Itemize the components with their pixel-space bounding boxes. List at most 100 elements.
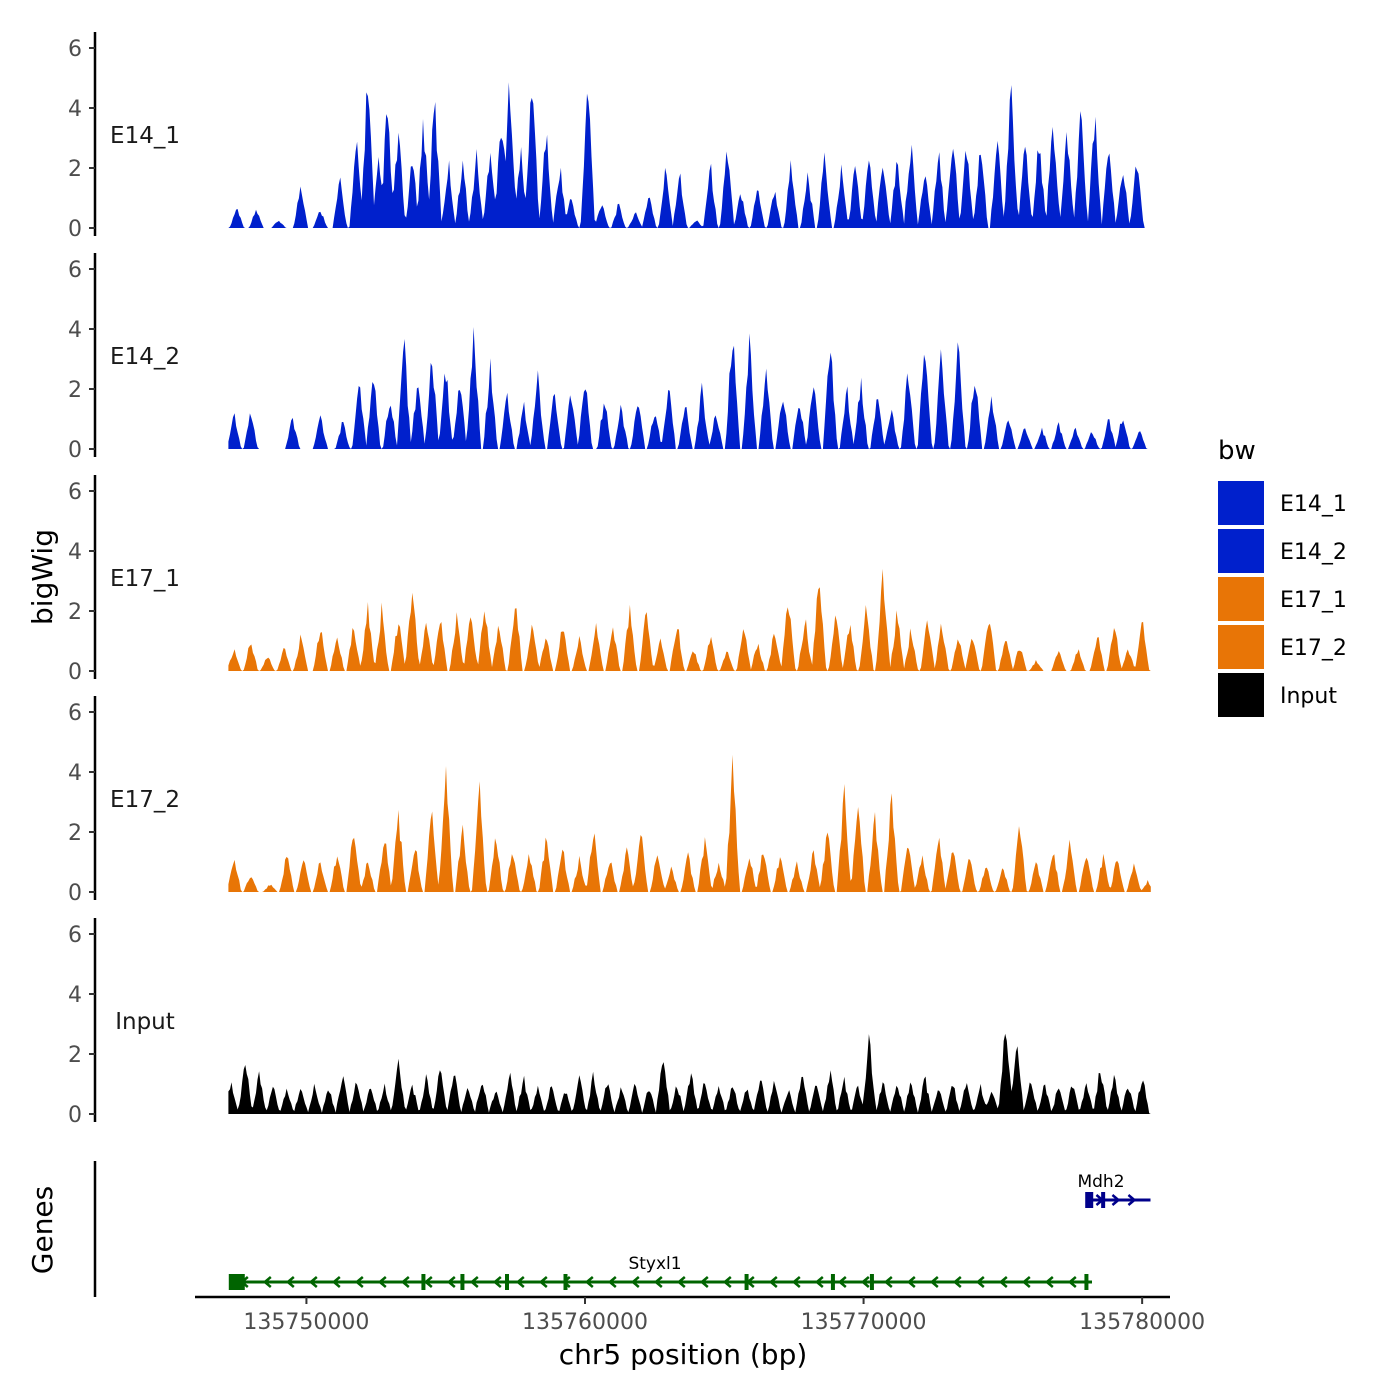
strand-arrow [423,1276,433,1288]
exon [830,1274,835,1290]
strand-arrow [354,1276,364,1288]
genes-axis-title: Genes [26,1186,59,1274]
strand-arrow [331,1276,341,1288]
legend-swatch [1218,625,1264,669]
strand-arrow [1111,1194,1121,1206]
gene-Styxl1: Styxl1 [228,1254,1092,1290]
strand-arrow [676,1276,686,1288]
coverage-area-E14_2 [228,327,1151,449]
strand-arrow [1044,1276,1054,1288]
y-tick-label: 4 [68,761,82,786]
y-tick-label: 6 [68,701,82,726]
legend-swatch [1218,577,1264,621]
exon [869,1274,874,1290]
strand-arrow [699,1276,709,1288]
legend-label: E17_1 [1280,588,1347,613]
legend-title: bw [1218,436,1256,466]
strand-arrow [883,1276,893,1288]
y-tick-label: 0 [68,881,82,906]
y-tick-label: 4 [68,983,82,1008]
genes-panel: Styxl1 Mdh2 [93,1161,1151,1297]
y-tick-label: 4 [68,540,82,565]
y-tick-label: 6 [68,480,82,505]
y-tick-label: 0 [68,438,82,463]
gene-Mdh2: Mdh2 [1077,1172,1151,1208]
exon [1085,1192,1094,1208]
y-tick-label: 4 [68,97,82,122]
y-axis-title: bigWig [26,529,59,625]
strand-arrow [791,1276,801,1288]
y-tick-label: 2 [68,1043,82,1068]
legend: bw E14_1 E14_2 E17_1 E17_2 Input [1218,436,1347,717]
y-tick-label: 2 [68,600,82,625]
gene-name-label: Mdh2 [1077,1172,1124,1192]
strand-arrow [975,1276,985,1288]
y-tick-label: 0 [68,660,82,685]
exon [563,1274,568,1290]
track-label: E17_2 [110,787,180,813]
y-tick-label: 6 [68,37,82,62]
strand-arrow [262,1276,272,1288]
strand-arrow [285,1276,295,1288]
exon [505,1274,509,1290]
coverage-area-Input [228,1033,1151,1114]
strand-arrow [837,1276,847,1288]
track-label: E14_1 [110,123,180,149]
track-E14_2: 0 2 4 6 E14_2 [68,253,1151,463]
strand-arrow [308,1276,318,1288]
y-tick-label: 0 [68,217,82,242]
exon [228,1274,245,1290]
strand-arrow [929,1276,939,1288]
x-tick-label: 135770000 [801,1310,927,1335]
strand-arrow [906,1276,916,1288]
x-tick-label: 135780000 [1079,1310,1205,1335]
strand-arrow [814,1276,824,1288]
coverage-area-E17_2 [228,754,1151,892]
legend-swatch [1218,481,1264,525]
track-label: E17_1 [110,566,180,592]
track-Input: 0 2 4 6 Input [68,918,1151,1128]
legend-label: E14_1 [1280,492,1347,517]
strand-arrow [400,1276,410,1288]
strand-arrow [998,1276,1008,1288]
y-tick-label: 6 [68,923,82,948]
legend-label: Input [1280,684,1337,709]
track-panels: 0 2 4 6 E14_1 0 2 4 6 E14_2 0 2 4 6 E17_1 0 2 4 6 E17_2 0 2 4 6… [68,32,1151,1128]
legend-swatch [1218,673,1264,717]
y-tick-label: 0 [68,1103,82,1128]
gene-name-label: Styxl1 [628,1254,681,1274]
strand-arrow [860,1276,870,1288]
strand-arrow [952,1276,962,1288]
coverage-area-E14_1 [228,82,1151,228]
y-tick-label: 2 [68,157,82,182]
x-tick-label: 135760000 [522,1310,648,1335]
legend-swatch [1218,529,1264,573]
strand-arrow [515,1276,525,1288]
track-label: Input [115,1009,175,1035]
strand-arrow [722,1276,732,1288]
legend-label: E14_2 [1280,540,1347,565]
track-E14_1: 0 2 4 6 E14_1 [68,32,1151,242]
strand-arrow [469,1276,479,1288]
y-tick-label: 2 [68,821,82,846]
x-axis: 135750000 135760000 135770000 135780000 [195,1295,1205,1335]
track-E17_1: 0 2 4 6 E17_1 [68,475,1151,685]
exon [744,1274,749,1290]
exon [421,1274,426,1290]
strand-arrow [538,1276,548,1288]
strand-arrow [1127,1194,1137,1206]
exon [1101,1192,1106,1208]
legend-label: E17_2 [1280,636,1347,661]
y-tick-label: 2 [68,378,82,403]
track-label: E14_2 [110,344,180,370]
exon [460,1274,465,1290]
strand-arrow [377,1276,387,1288]
strand-arrow [1067,1276,1077,1288]
strand-arrow [607,1276,617,1288]
strand-arrow [1021,1276,1031,1288]
strand-arrow [446,1276,456,1288]
strand-arrow [768,1276,778,1288]
track-E17_2: 0 2 4 6 E17_2 [68,696,1151,906]
strand-arrow [653,1276,663,1288]
x-tick-label: 135750000 [243,1310,369,1335]
